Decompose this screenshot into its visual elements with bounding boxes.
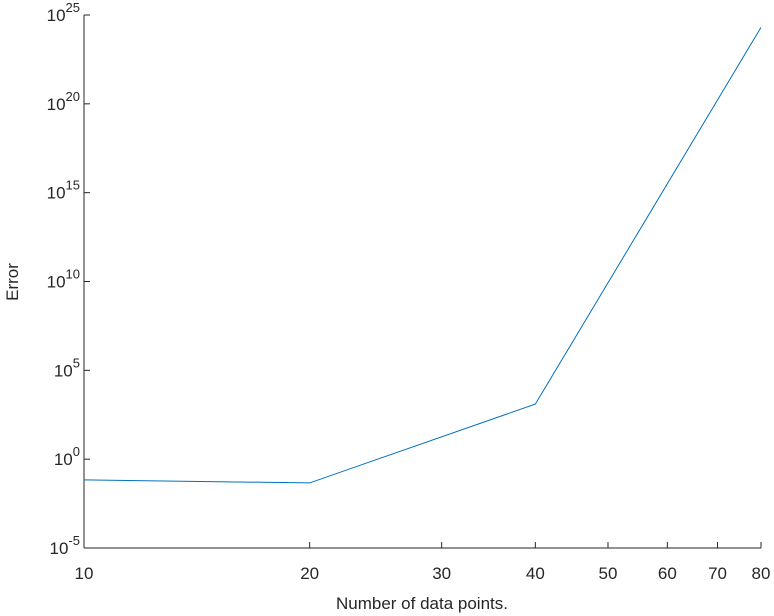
y-tick-base: 10 <box>54 361 73 380</box>
y-tick-exponent: 5 <box>73 355 80 370</box>
y-tick-label: 100 <box>54 444 80 469</box>
y-tick-label: 1020 <box>47 89 80 114</box>
x-tick-label: 80 <box>752 564 771 583</box>
x-tick-label: 40 <box>526 564 545 583</box>
x-tick-label: 30 <box>432 564 451 583</box>
data-line <box>83 27 762 484</box>
y-tick-label: 1025 <box>47 0 80 25</box>
y-tick-exponent: -5 <box>68 533 80 548</box>
y-tick-base: 10 <box>54 450 73 469</box>
y-tick-exponent: 0 <box>73 444 80 459</box>
x-tick-label: 60 <box>658 564 677 583</box>
y-tick-base: 10 <box>47 6 66 25</box>
y-tick-exponent: 15 <box>66 178 80 193</box>
x-tick-label: 70 <box>708 564 727 583</box>
x-tick-label: 10 <box>75 564 94 583</box>
y-axis-label: Error <box>3 263 22 301</box>
y-tick-label: 105 <box>54 355 80 380</box>
y-tick-base: 10 <box>47 273 66 292</box>
x-tick-label: 20 <box>300 564 319 583</box>
y-tick-exponent: 20 <box>66 89 80 104</box>
x-tick-label: 50 <box>599 564 618 583</box>
y-tick-label: 1010 <box>47 267 80 292</box>
x-axis-label: Number of data points. <box>336 594 508 613</box>
y-tick-label: 1015 <box>47 178 80 203</box>
y-tick-base: 10 <box>50 539 69 558</box>
y-tick-label: 10-5 <box>50 533 80 558</box>
y-tick-base: 10 <box>47 184 66 203</box>
y-tick-exponent: 25 <box>66 0 80 15</box>
y-tick-base: 10 <box>47 95 66 114</box>
y-tick-exponent: 10 <box>66 267 80 282</box>
